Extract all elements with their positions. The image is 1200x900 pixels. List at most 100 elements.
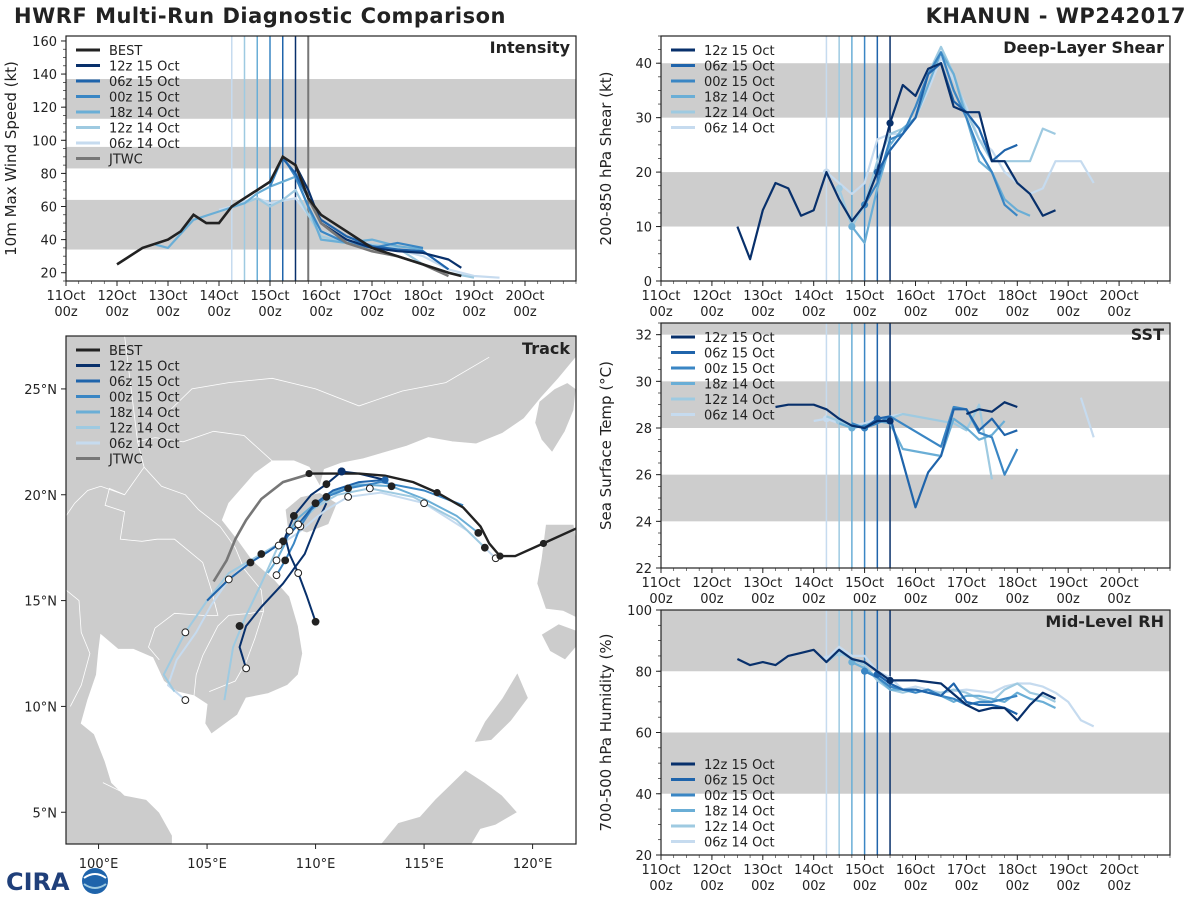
track-point-filled — [257, 550, 266, 558]
y-axis-label: 10m Max Wind Speed (kt) — [2, 61, 20, 256]
x-tick-label-date: 14Oct — [199, 289, 238, 304]
y-tick-label: 40 — [40, 234, 57, 249]
country-border — [104, 466, 219, 661]
shade-band — [66, 79, 576, 119]
x-tick-label-hour: 00z — [802, 879, 826, 894]
legend-label: 12z 14 Oct — [109, 422, 180, 437]
x-tick-label-date: 11Oct — [641, 576, 680, 591]
x-tick-label-date: 12Oct — [692, 576, 731, 591]
intensity-chart: 2040608010012014016011Oct00z12Oct00z13Oc… — [2, 35, 577, 320]
series-line — [281, 157, 450, 271]
country-border — [102, 782, 145, 794]
y-tick-label: 32 — [635, 329, 652, 344]
track-point-filled — [344, 484, 353, 493]
y-tick-label: 20 — [40, 267, 57, 282]
shear-chart: 01020304011Oct00z12Oct00z13Oct00z14Oct00… — [597, 35, 1171, 320]
legend-label: JTWC — [108, 453, 143, 468]
jtwc-track-line — [212, 472, 312, 583]
panel-title: SST — [1131, 325, 1164, 344]
legend-label: 06z 14 Oct — [109, 437, 180, 452]
x-tick-label-hour: 00z — [751, 592, 775, 607]
x-tick-label-hour: 00z — [1107, 879, 1131, 894]
country-border — [66, 485, 125, 517]
track-point-open — [294, 569, 303, 577]
legend-label: 18z 14 Oct — [109, 406, 180, 421]
land-mass — [473, 671, 529, 743]
series-line — [775, 403, 890, 430]
x-tick-label-date: 20Oct — [1100, 576, 1139, 591]
shear-plot-area — [661, 36, 1170, 281]
track-point-open — [274, 541, 283, 550]
x-tick-label-hour: 00z — [955, 305, 979, 320]
x-tick-label-date: 13Oct — [743, 576, 782, 591]
cira-logo-text: CIRA — [6, 868, 70, 896]
x-tick-label-hour: 00z — [54, 305, 78, 320]
lat-tick-label: 20°N — [24, 489, 57, 504]
x-tick-label-date: 16Oct — [896, 289, 935, 304]
series-line — [863, 51, 1019, 217]
x-tick-label-hour: 00z — [751, 879, 775, 894]
series-line — [876, 673, 1018, 716]
x-tick-label-hour: 00z — [751, 305, 775, 320]
y-axis-label: 200-850 hPa Shear (kt) — [597, 72, 615, 246]
y-tick-label: 0 — [644, 275, 652, 290]
panel-title: Mid-Level RH — [1045, 612, 1164, 631]
x-tick-label-hour: 00z — [156, 305, 180, 320]
y-tick-label: 60 — [635, 727, 652, 742]
series-line — [863, 408, 1018, 509]
track-point-filled — [474, 528, 483, 537]
lon-tick-label: 100°E — [79, 857, 119, 872]
x-tick-label-hour: 00z — [802, 305, 826, 320]
figure-title: HWRF Multi-Run Diagnostic Comparison — [14, 4, 507, 28]
x-tick-label-hour: 00z — [955, 879, 979, 894]
y-tick-label: 30 — [635, 375, 652, 390]
x-tick-label-hour: 00z — [1006, 305, 1030, 320]
y-tick-label: 100 — [627, 604, 652, 619]
panel-title: Track — [522, 339, 570, 358]
lon-tick-label: 105°E — [187, 857, 227, 872]
x-tick-label-date: 13Oct — [148, 289, 187, 304]
series-line — [736, 62, 1056, 261]
shade-band — [661, 381, 1170, 428]
x-tick-label-hour: 00z — [649, 592, 673, 607]
legend-label: 12z 14 Oct — [704, 820, 775, 835]
x-tick-label-date: 17Oct — [947, 289, 986, 304]
legend-label: JTWC — [108, 153, 143, 168]
init-point — [886, 119, 894, 127]
panel-title: Deep-Layer Shear — [1003, 38, 1164, 57]
shade-band — [661, 323, 1170, 335]
legend-label: 12z 14 Oct — [109, 122, 180, 137]
track-point-open — [181, 628, 190, 637]
legend-label: 12z 15 Oct — [704, 44, 775, 59]
track-point-open — [242, 664, 251, 673]
series-line — [851, 405, 1019, 476]
series-line — [851, 661, 1056, 709]
legend-label: 00z 15 Oct — [704, 362, 775, 377]
lat-tick-label: 15°N — [24, 595, 57, 610]
track-point-filled — [289, 512, 298, 520]
x-tick-label-hour: 00z — [258, 305, 282, 320]
x-tick-label-hour: 00z — [649, 879, 673, 894]
series-line-segment — [966, 401, 1018, 416]
legend-label: BEST — [109, 344, 142, 359]
x-tick-label-date: 15Oct — [845, 289, 884, 304]
track-point-filled — [322, 480, 331, 489]
legend-label: 12z 15 Oct — [704, 758, 775, 773]
lat-tick-label: 10°N — [24, 700, 57, 715]
series-line — [155, 175, 424, 251]
track-point-filled — [311, 499, 320, 508]
best-track-point — [496, 552, 504, 560]
best-track-point — [305, 469, 313, 478]
x-tick-label-hour: 00z — [462, 305, 486, 320]
legend-label: BEST — [109, 44, 142, 59]
x-tick-label-hour: 00z — [1057, 879, 1081, 894]
legend-label: 12z 15 Oct — [704, 331, 775, 346]
track-point-open — [272, 556, 281, 565]
run-track-line — [167, 491, 497, 701]
land-mass — [380, 769, 519, 844]
x-tick-label-hour: 00z — [700, 305, 724, 320]
legend-label: 12z 14 Oct — [704, 393, 775, 408]
x-tick-label-hour: 00z — [1057, 305, 1081, 320]
x-tick-label-date: 12Oct — [97, 289, 136, 304]
x-tick-label-hour: 00z — [700, 879, 724, 894]
